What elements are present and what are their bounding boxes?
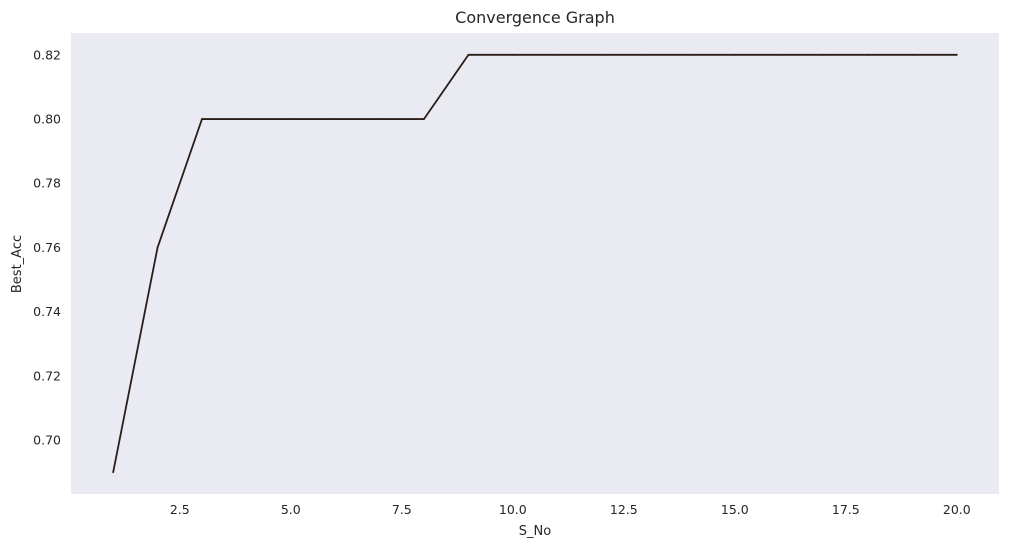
y-tick-label: 0.76 <box>33 240 61 255</box>
plot-area <box>71 33 999 494</box>
y-tick-label: 0.78 <box>33 176 61 191</box>
y-axis-ticks: 0.70 0.72 0.74 0.76 0.78 0.80 0.82 <box>33 47 61 447</box>
data-point <box>689 53 692 56</box>
x-tick-label: 15.0 <box>721 502 749 517</box>
data-point <box>423 118 425 120</box>
y-axis-label: Best_Acc <box>10 235 25 293</box>
y-tick-label: 0.72 <box>33 368 61 383</box>
y-tick-label: 0.74 <box>33 304 61 319</box>
data-point <box>955 53 958 56</box>
data-point <box>334 118 337 120</box>
data-point <box>867 53 869 56</box>
series-line-0 <box>112 53 957 473</box>
data-point <box>289 118 292 120</box>
data-point <box>245 118 248 120</box>
data-point <box>556 53 559 56</box>
x-axis-ticks: 2.5 5.0 7.5 10.0 12.5 15.0 17.5 20.0 <box>170 502 971 517</box>
y-tick-label: 0.82 <box>33 47 61 62</box>
x-tick-label: 20.0 <box>943 502 971 517</box>
x-tick-label: 10.0 <box>499 502 527 517</box>
data-point <box>112 471 115 474</box>
y-tick-label: 0.70 <box>33 433 61 448</box>
data-point <box>645 53 647 56</box>
x-tick-label: 17.5 <box>832 502 860 517</box>
data-point <box>733 53 736 56</box>
x-tick-label: 12.5 <box>610 502 638 517</box>
data-point <box>778 53 781 56</box>
data-point <box>511 53 514 56</box>
x-tick-label: 5.0 <box>281 502 301 517</box>
chart-title: Convergence Graph <box>455 8 615 27</box>
series-layer <box>112 53 958 474</box>
data-point <box>467 53 470 56</box>
data-point <box>378 118 381 120</box>
data-point <box>201 118 203 120</box>
data-point <box>156 246 159 249</box>
x-tick-label: 7.5 <box>392 502 412 517</box>
data-point <box>600 53 603 56</box>
x-tick-label: 2.5 <box>170 502 190 517</box>
x-axis-label: S_No <box>519 524 551 539</box>
y-tick-label: 0.80 <box>33 112 61 127</box>
data-point <box>911 53 914 56</box>
data-point <box>822 53 825 56</box>
